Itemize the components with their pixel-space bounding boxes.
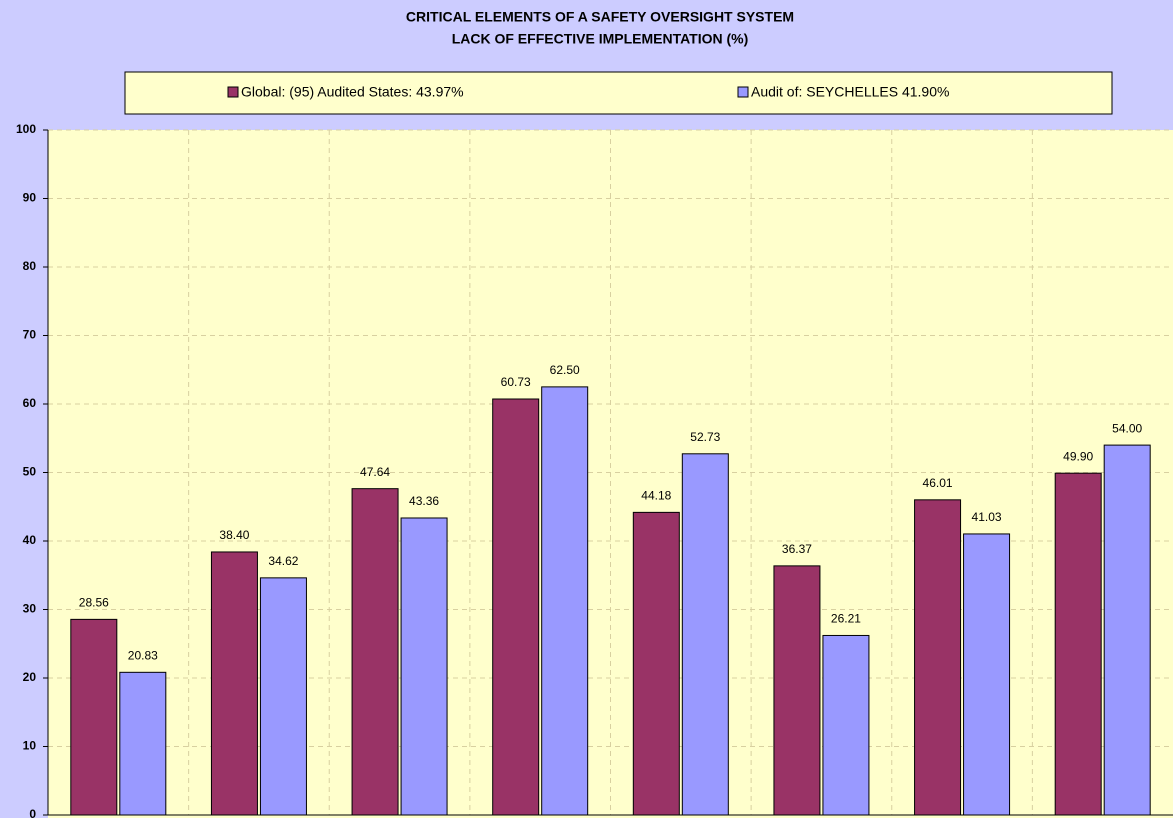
legend-swatch bbox=[737, 86, 749, 98]
legend-box bbox=[124, 71, 1113, 115]
value-label: 62.50 bbox=[550, 363, 580, 377]
value-label: 36.37 bbox=[782, 542, 812, 556]
value-label: 49.90 bbox=[1063, 449, 1093, 463]
bar bbox=[632, 511, 680, 816]
legend-swatch bbox=[227, 86, 239, 98]
y-tick-label: 20 bbox=[23, 670, 37, 684]
value-label: 34.62 bbox=[268, 554, 298, 568]
bar bbox=[963, 533, 1011, 816]
bar bbox=[70, 618, 118, 816]
y-tick-label: 40 bbox=[23, 533, 37, 547]
value-label: 54.00 bbox=[1112, 421, 1142, 435]
value-label: 20.83 bbox=[128, 648, 158, 662]
y-tick-label: 0 bbox=[29, 807, 36, 818]
value-label: 52.73 bbox=[690, 430, 720, 444]
value-label: 43.36 bbox=[409, 494, 439, 508]
y-tick-label: 50 bbox=[23, 465, 37, 479]
bar bbox=[210, 551, 258, 816]
y-tick-label: 30 bbox=[23, 602, 37, 616]
y-tick-label: 100 bbox=[16, 122, 36, 136]
value-label: 41.03 bbox=[972, 510, 1002, 524]
y-tick-label: 90 bbox=[23, 191, 37, 205]
bar bbox=[541, 386, 589, 816]
chart-subtitle: LACK OF EFFECTIVE IMPLEMENTATION (%) bbox=[452, 31, 749, 47]
chart-title: CRITICAL ELEMENTS OF A SAFETY OVERSIGHT … bbox=[406, 9, 794, 25]
bar bbox=[400, 517, 448, 816]
bar bbox=[259, 577, 307, 816]
bar bbox=[119, 671, 167, 816]
bar bbox=[1103, 444, 1151, 816]
bar bbox=[773, 565, 821, 816]
bar bbox=[822, 634, 870, 816]
bar bbox=[681, 453, 729, 816]
value-label: 26.21 bbox=[831, 612, 861, 626]
bar bbox=[351, 488, 399, 816]
legend-label: Audit of: SEYCHELLES 41.90% bbox=[751, 84, 949, 100]
y-tick-label: 60 bbox=[23, 396, 37, 410]
value-label: 28.56 bbox=[79, 596, 109, 610]
value-label: 38.40 bbox=[219, 528, 249, 542]
bar bbox=[1054, 472, 1102, 816]
y-tick-label: 70 bbox=[23, 328, 37, 342]
value-label: 46.01 bbox=[923, 476, 953, 490]
legend-label: Global: (95) Audited States: 43.97% bbox=[241, 84, 464, 100]
bar bbox=[492, 398, 540, 816]
value-label: 44.18 bbox=[641, 489, 671, 503]
y-tick-label: 10 bbox=[23, 739, 37, 753]
bar bbox=[914, 499, 962, 816]
y-tick-label: 80 bbox=[23, 259, 37, 273]
value-label: 60.73 bbox=[501, 375, 531, 389]
value-label: 47.64 bbox=[360, 465, 390, 479]
